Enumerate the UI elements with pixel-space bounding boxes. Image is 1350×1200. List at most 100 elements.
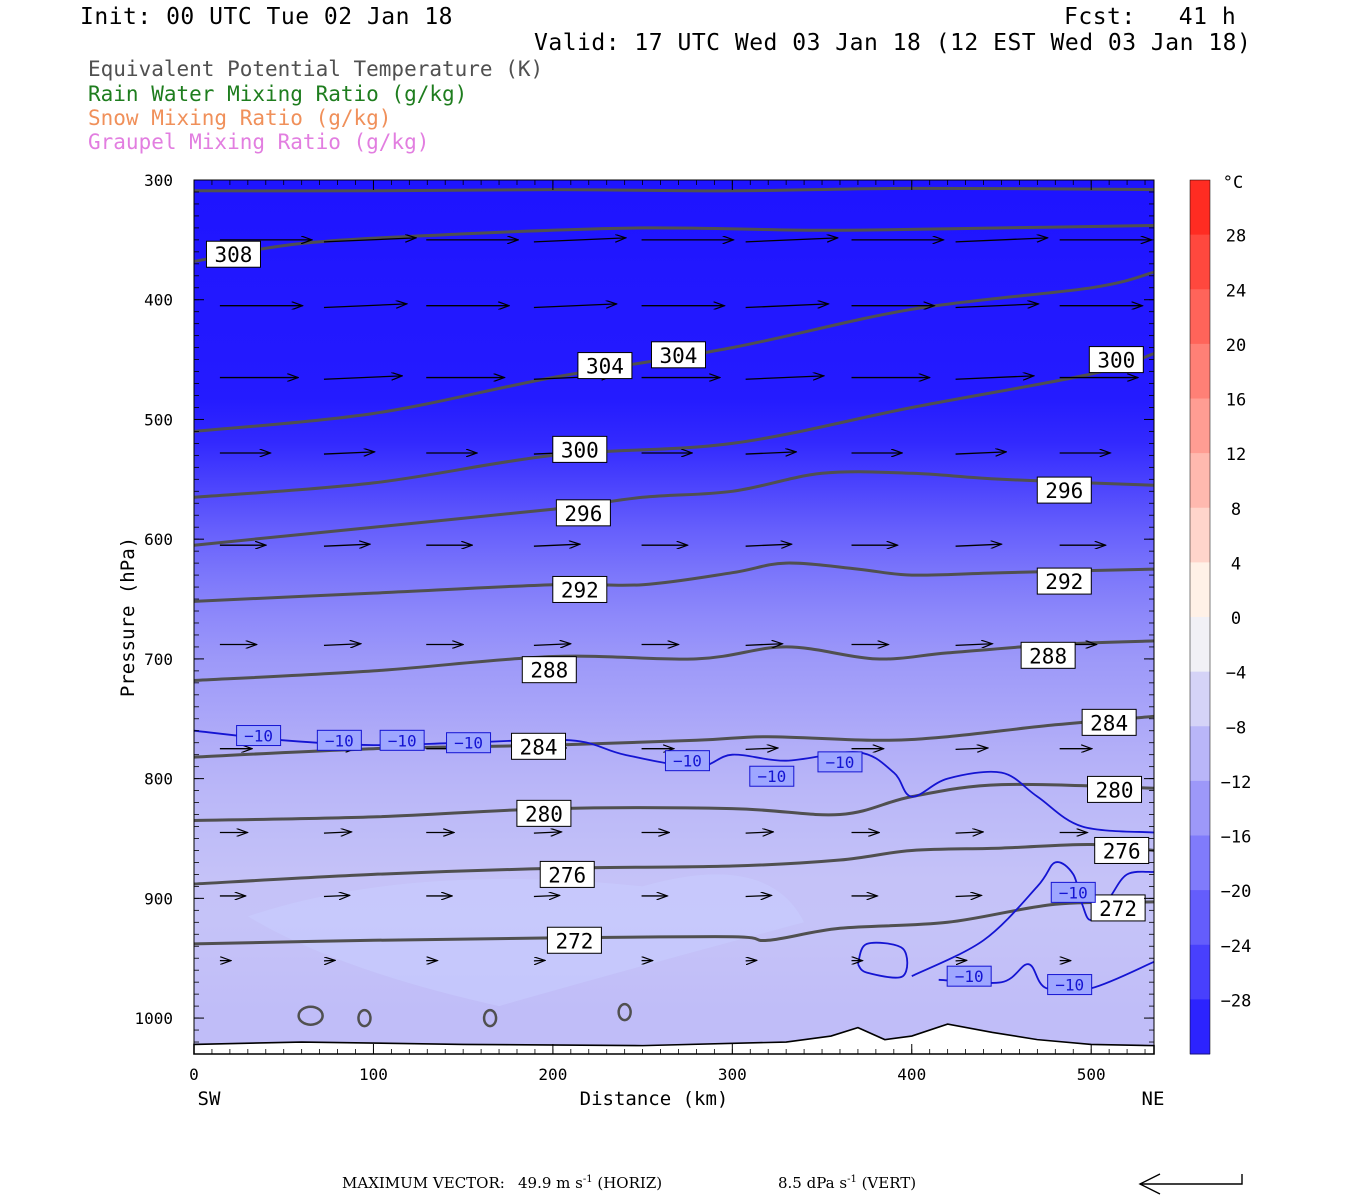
- legend-graupel: Graupel Mixing Ratio (g/kg): [88, 130, 430, 154]
- wind-arrow: [745, 748, 778, 749]
- colorbar-tick-label: −28: [1221, 991, 1252, 1011]
- colorbar-tick-label: 28: [1226, 227, 1246, 247]
- wind-arrow: [955, 544, 1002, 546]
- y-tick-label: 800: [144, 770, 173, 789]
- theta-e-closed-contour: [297, 1005, 324, 1026]
- theta-e-label-box: [650, 341, 706, 369]
- isotherm-label: −10: [826, 753, 855, 772]
- max-vector-horiz: 49.9 m s-1 (HORIZ): [518, 1174, 663, 1192]
- axes: 300 400 500 600 700 800 900 1000 0 100 200 300 400 50…: [134, 171, 1154, 1084]
- isotherm-label: −10: [955, 967, 984, 986]
- colorbar-segment: [1190, 180, 1210, 236]
- theta-e-label: 284: [520, 735, 558, 759]
- colorbar-frame: [1189, 179, 1211, 1055]
- x-tick-label: 500: [1077, 1065, 1106, 1084]
- theta-e-contour-304: [193, 270, 1155, 433]
- isotherm-label-box: [316, 729, 362, 751]
- colorbar-tick-label: −24: [1221, 937, 1252, 957]
- contour-labels: 308 304 304 300 300 296 296 292 292 288 288 284 284 2…: [205, 240, 1150, 996]
- theta-e-label-box: [521, 656, 577, 684]
- theta-e-label-box: [1094, 836, 1150, 864]
- colorbar-tick-label: −4: [1226, 664, 1246, 684]
- x-tick-label: 100: [359, 1065, 388, 1084]
- isotherm-label-box: [446, 732, 492, 754]
- theta-e-closed-contour: [357, 1008, 372, 1028]
- theta-e-label: 292: [561, 578, 599, 602]
- x-axis-label: Distance (km): [580, 1088, 729, 1110]
- theta-e-label-box: [1090, 894, 1146, 922]
- colorbar-tick-label: 8: [1231, 500, 1241, 520]
- isotherm-label-box: [236, 725, 282, 747]
- colorbar-tick-label: −16: [1221, 828, 1252, 848]
- theta-e-label-box: [577, 352, 633, 380]
- isotherm-label: −10: [757, 767, 786, 786]
- theta-e-closed-contour: [617, 1002, 632, 1022]
- wind-arrow: [955, 832, 984, 833]
- theta-e-contour-296: [193, 470, 1155, 547]
- colorbar-segment: [1190, 617, 1210, 673]
- wind-arrow: [533, 895, 560, 896]
- x-left-label: SW: [198, 1088, 221, 1110]
- colorbar-segment: [1190, 890, 1210, 946]
- theta-e-label-box: [1036, 567, 1092, 595]
- theta-e-label-box: [205, 240, 261, 268]
- isotherm-label: −10: [325, 731, 354, 750]
- theta-e-label: 300: [1097, 349, 1135, 373]
- theta-e-contour-308: [193, 186, 1155, 193]
- colorbar-tick-label: −12: [1221, 773, 1252, 793]
- wind-arrow: [955, 452, 1007, 454]
- max-vector-arrow: [1138, 1173, 1243, 1195]
- theta-e-label-box: [552, 575, 608, 603]
- isotherm-label-box: [817, 751, 863, 773]
- colorbar-tick-label: 16: [1226, 391, 1246, 411]
- theta-e-label-box: [539, 860, 595, 888]
- wind-arrow: [323, 544, 370, 546]
- colorbar-tick-label: 20: [1226, 336, 1246, 356]
- wind-arrow: [533, 544, 580, 546]
- legend-theta-e: Equivalent Potential Temperature (K): [88, 57, 544, 81]
- legend-snow: Snow Mixing Ratio (g/kg): [88, 106, 392, 130]
- wind-arrow: [955, 376, 1034, 379]
- wind-arrow: [323, 895, 350, 896]
- colorbar-tick-label: 0: [1231, 609, 1241, 629]
- wind-arrow: [745, 832, 774, 833]
- colorbar-segment: [1190, 999, 1210, 1055]
- theta-e-label-box: [555, 499, 611, 527]
- isotherm-label-box: [664, 750, 710, 772]
- isotherm-label-box: [1047, 974, 1093, 996]
- y-tick-label: 600: [144, 530, 173, 549]
- theta-e-contour-308: [193, 224, 1155, 263]
- colorbar-segment: [1190, 726, 1210, 782]
- wind-arrow: [955, 748, 988, 749]
- colorbar-tick-label: 4: [1231, 554, 1241, 574]
- theta-e-label: 276: [1103, 839, 1141, 863]
- colorbar-segment: [1190, 944, 1210, 1000]
- theta-e-label-box: [1020, 641, 1076, 669]
- colorbar-segment: [1190, 835, 1210, 891]
- theta-e-label: 308: [215, 243, 253, 267]
- isotherm-label: −10: [1055, 976, 1084, 995]
- theta-e-label-box: [546, 926, 602, 954]
- terrain: [193, 1023, 1155, 1055]
- theta-e-label-box: [1081, 708, 1137, 736]
- isotherm-label: −10: [1059, 883, 1088, 902]
- init-time: Init: 00 UTC Tue 02 Jan 18: [80, 4, 454, 30]
- wind-arrow: [323, 832, 352, 833]
- theta-e-label: 280: [525, 802, 563, 826]
- theta-e-contour-300: [193, 352, 1155, 499]
- wind-arrow: [533, 832, 562, 833]
- theta-e-label-box: [516, 799, 572, 827]
- wind-arrow: [955, 895, 982, 896]
- theta-e-contour-276: [193, 842, 1155, 886]
- isotherm-label: −10: [673, 752, 702, 771]
- wind-arrow: [955, 644, 993, 646]
- colorbar-segment: [1190, 289, 1210, 345]
- theta-e-label: 296: [1045, 479, 1083, 503]
- colorbar-tick-label: 24: [1226, 281, 1246, 301]
- legend-rain: Rain Water Mixing Ratio (g/kg): [88, 82, 468, 106]
- colorbar-unit: °C: [1223, 173, 1243, 193]
- theta-e-contour-288: [193, 639, 1155, 682]
- terrain-surface: [193, 1023, 1155, 1055]
- plot-frame: [193, 179, 1155, 1055]
- colorbar-segment: [1190, 343, 1210, 399]
